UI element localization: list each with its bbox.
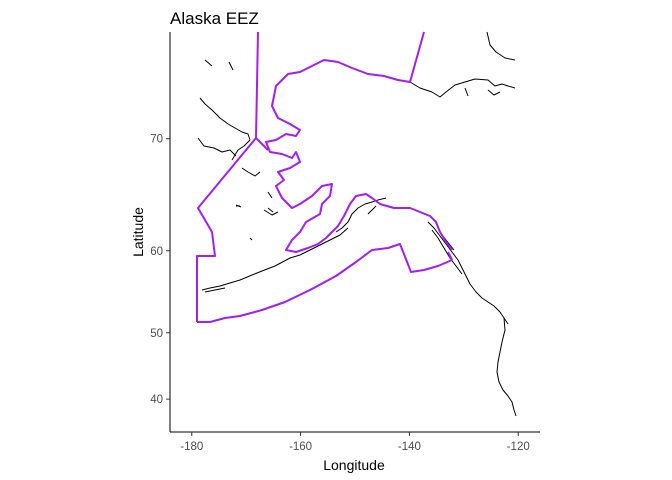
- eez-layer: [196, 31, 453, 323]
- y-axis-ticks: 40 50 60 70: [150, 134, 170, 406]
- x-tick-label: -180: [180, 441, 203, 453]
- x-tick-label: -140: [398, 441, 421, 453]
- coastline-chukotka: [197, 59, 251, 161]
- y-axis-title: Latitude: [130, 207, 146, 257]
- x-axis-ticks: -180 -160 -140 -120: [180, 432, 530, 453]
- y-tick-label: 70: [150, 134, 163, 146]
- x-tick-label: -160: [289, 441, 312, 453]
- y-tick-label: 40: [150, 394, 163, 406]
- map-title: Alaska EEZ: [170, 9, 259, 28]
- coastline-alaska-west: [236, 167, 279, 216]
- eez-russia-extension: [255, 137, 269, 151]
- coastline-us-west: [496, 317, 517, 417]
- x-axis-title: Longitude: [323, 457, 385, 473]
- y-tick-label: 50: [150, 328, 163, 340]
- coastline-arctic-islands: [464, 31, 516, 97]
- coastline-layer: [197, 31, 517, 417]
- coastline-arctic: [409, 78, 516, 98]
- eez-russia-boundary: [196, 31, 259, 322]
- x-tick-label: -120: [507, 441, 530, 453]
- y-tick-label: 60: [150, 246, 163, 258]
- coastline-panhandle: [427, 221, 509, 325]
- coastline-bering-islands: [235, 204, 274, 241]
- eez-arctic-boundary: [265, 31, 453, 253]
- coastline-aleutians: [201, 227, 349, 293]
- map-panel: [196, 31, 517, 417]
- eez-south-boundary: [197, 243, 453, 323]
